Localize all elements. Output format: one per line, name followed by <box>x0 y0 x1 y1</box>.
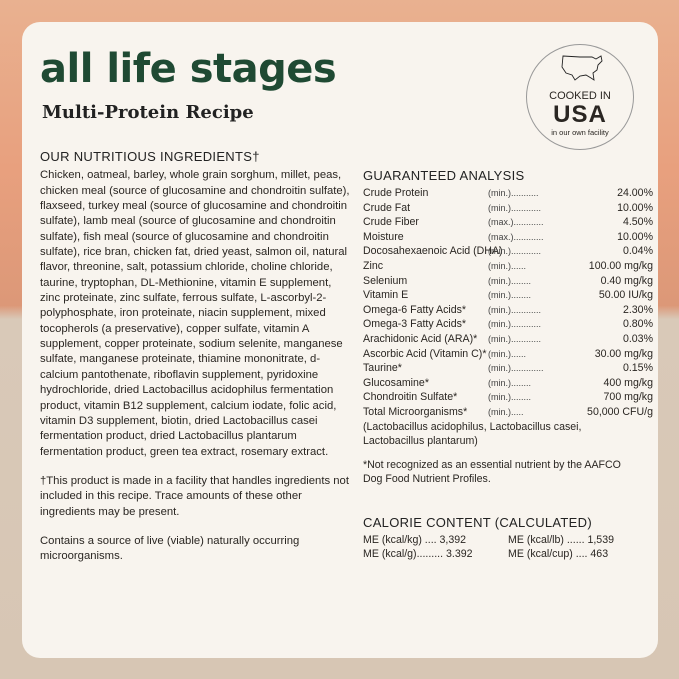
analysis-value: 0.40 mg/kg <box>600 274 653 287</box>
analysis-row: Omega-3 Fatty Acids* (min.)............ 0.… <box>363 317 653 332</box>
analysis-row: Chondroitin Sulfate* (min.)........ 700 mg… <box>363 390 653 405</box>
analysis-qual: (min.)..... <box>488 406 524 417</box>
badge-line-2: USA <box>553 101 607 128</box>
analysis-qual: (min.)............ <box>488 202 542 213</box>
ingredients-footnote: †This product is made in a facility that… <box>40 474 349 518</box>
analysis-name: Crude Protein <box>363 187 429 199</box>
analysis-value: 100.00 mg/kg <box>588 259 653 272</box>
analysis-name: Arachidonic Acid (ARA)* <box>363 332 478 345</box>
analysis-row: Selenium (min.)........ 0.40 mg/kg <box>363 274 653 289</box>
page-title: all life stages <box>40 46 337 92</box>
analysis-qual: (min.)............ <box>488 333 542 344</box>
analysis-qual: (min.)...... <box>488 348 526 359</box>
live-microorganisms-note: Contains a source of live (viable) natur… <box>40 534 300 563</box>
strains-list: (Lactobacillus acidophilus, Lactobacillu… <box>363 420 582 448</box>
analysis-qual: (max.)............ <box>488 217 544 228</box>
aafco-note: *Not recognized as an essential nutrient… <box>363 458 621 486</box>
analysis-name: Selenium <box>363 274 408 287</box>
analysis-value: 0.04% <box>622 245 653 258</box>
analysis-name: Vitamin E <box>363 289 409 302</box>
analysis-value: 24.00% <box>617 187 653 199</box>
analysis-heading: GUARANTEED ANALYSIS <box>363 168 525 183</box>
analysis-name: Glucosamine* <box>363 376 429 389</box>
analysis-value: 700 mg/kg <box>603 391 653 404</box>
analysis-qual: (min.)............ <box>488 319 542 330</box>
analysis-row: Ascorbic Acid (Vitamin C)* (min.)...... 30… <box>363 347 653 362</box>
calorie-item: ME (kcal/kg) .... 3,392 <box>363 534 467 546</box>
calorie-content: CALORIE CONTENT (CALCULATED) ME (kcal/kg… <box>363 515 653 560</box>
analysis-name: Taurine* <box>363 362 402 375</box>
analysis-row: Crude Fat (min.)............ 10.00% <box>363 201 653 216</box>
analysis-row: Crude Fiber (max.)............ 4.50% <box>363 215 653 230</box>
analysis-qual: (min.)............. <box>488 363 544 374</box>
analysis-name: Zinc <box>363 259 384 272</box>
analysis-qual: (min.)........ <box>488 392 532 403</box>
analysis-value: 0.03% <box>622 332 653 345</box>
analysis-value: 30.00 mg/kg <box>594 347 653 360</box>
badge-line-3: in our own facility <box>551 128 609 137</box>
analysis-qual: (min.)........ <box>488 275 532 286</box>
analysis-qual: (min.)........ <box>488 290 532 301</box>
analysis-value: 50,000 CFU/g <box>587 405 653 418</box>
analysis-name: Moisture <box>363 230 404 243</box>
analysis-row: Omega-6 Fatty Acids* (min.)............ 2.… <box>363 303 653 318</box>
analysis-value: 0.80% <box>622 318 653 331</box>
analysis-qual: (max.)............ <box>488 231 544 242</box>
analysis-name: Ascorbic Acid (Vitamin C)* <box>363 347 487 360</box>
calorie-item: ME (kcal/cup) .... 463 <box>508 548 609 560</box>
analysis-name: Omega-6 Fatty Acids* <box>363 303 467 316</box>
analysis-name: Crude Fiber <box>363 216 419 229</box>
analysis-row: Docosahexaenoic Acid (DHA) (min.)........… <box>363 244 653 259</box>
analysis-row: Arachidonic Acid (ARA)* (min.)...........… <box>363 332 653 347</box>
analysis-row: Vitamin E (min.)........ 50.00 IU/kg <box>363 288 653 303</box>
analysis-value: 10.00% <box>617 230 653 243</box>
analysis-qual: (min.)............ <box>488 304 542 315</box>
calorie-item: ME (kcal/lb) ...... 1,539 <box>508 534 614 546</box>
analysis-value: 0.15% <box>622 362 653 375</box>
analysis-qual: (min.)............ <box>488 246 542 257</box>
analysis-value: 50.00 IU/kg <box>598 289 653 302</box>
analysis-name: Chondroitin Sulfate* <box>363 391 458 404</box>
calorie-item: ME (kcal/g)......... 3.392 <box>363 548 473 560</box>
analysis-name: Omega-3 Fatty Acids* <box>363 318 467 331</box>
ingredients-section: OUR NUTRITIOUS INGREDIENTS† Chicken, oat… <box>40 149 352 565</box>
analysis-row: Moisture (max.)............ 10.00% <box>363 230 653 245</box>
analysis-name: Crude Fat <box>363 201 411 214</box>
ingredients-heading: OUR NUTRITIOUS INGREDIENTS† <box>40 149 260 164</box>
analysis-value: 10.00% <box>617 201 653 214</box>
analysis-row: Crude Protein (min.)........... 24.00% <box>363 186 653 201</box>
analysis-value: 2.30% <box>622 303 653 316</box>
cooked-in-usa-badge: COOKED IN USA in our own facility <box>526 44 634 150</box>
guaranteed-analysis: GUARANTEED ANALYSIS Crude Protein (min.).… <box>363 168 653 487</box>
analysis-name: Docosahexaenoic Acid (DHA) <box>363 245 503 258</box>
analysis-row: Taurine* (min.)............. 0.15% <box>363 361 653 376</box>
recipe-subtitle: Multi-Protein Recipe <box>42 102 254 123</box>
analysis-qual: (min.)........... <box>488 188 539 198</box>
analysis-row: Zinc (min.)...... 100.00 mg/kg <box>363 259 653 274</box>
analysis-value: 400 mg/kg <box>603 376 653 389</box>
badge-line-1: COOKED IN <box>549 90 611 102</box>
analysis-value: 4.50% <box>622 216 653 229</box>
calorie-heading: CALORIE CONTENT (CALCULATED) <box>363 515 592 530</box>
analysis-name: Total Microorganisms* <box>363 405 468 418</box>
usa-map-icon <box>561 55 603 81</box>
analysis-row: Glucosamine* (min.)........ 400 mg/kg <box>363 376 653 391</box>
ingredients-text: Chicken, oatmeal, barley, whole grain so… <box>40 169 350 458</box>
analysis-row: Total Microorganisms* (min.)..... 50,000 C… <box>363 405 653 420</box>
analysis-qual: (min.)...... <box>488 260 526 271</box>
analysis-qual: (min.)........ <box>488 377 532 388</box>
